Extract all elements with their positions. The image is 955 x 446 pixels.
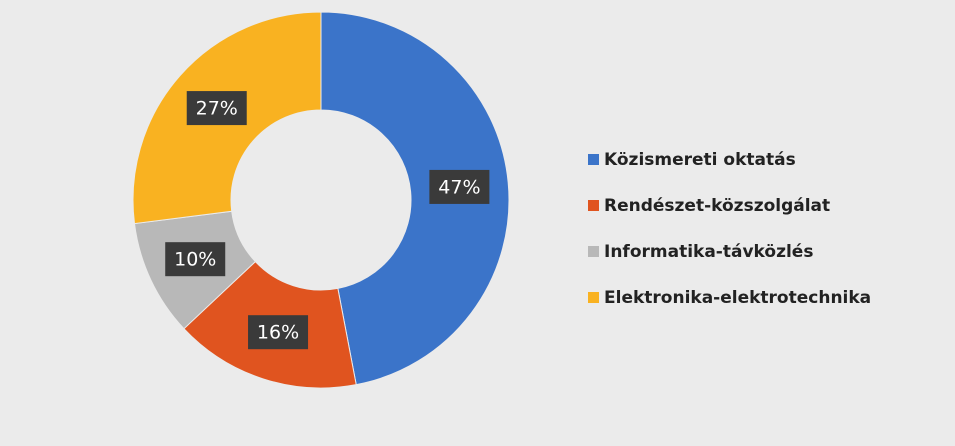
legend-label: Informatika-távközlés bbox=[604, 242, 813, 262]
data-label-box bbox=[248, 315, 309, 350]
legend-marker bbox=[588, 246, 599, 257]
legend-label: Rendészet-közszolgálat bbox=[604, 196, 830, 216]
data-label-box bbox=[429, 169, 490, 204]
data-label: 27% bbox=[196, 98, 238, 120]
legend-marker bbox=[588, 292, 599, 303]
legend-marker bbox=[588, 154, 599, 165]
legend-label: Elektronika-elektrotechnika bbox=[604, 288, 871, 308]
data-label: 47% bbox=[438, 176, 480, 198]
data-label: 10% bbox=[174, 249, 216, 271]
legend-label: Közismereti oktatás bbox=[604, 150, 796, 170]
data-label-box bbox=[186, 91, 247, 126]
data-label-box bbox=[165, 242, 226, 277]
slice bbox=[320, 11, 510, 386]
data-label: 16% bbox=[257, 322, 299, 344]
legend-marker bbox=[588, 200, 599, 211]
